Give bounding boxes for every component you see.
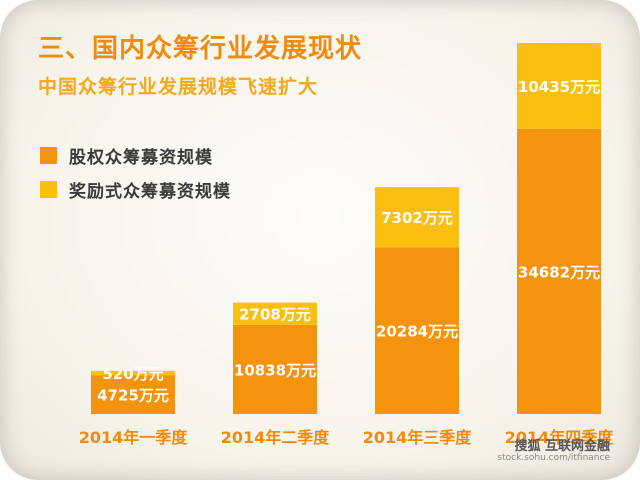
data-label-reward-2: 2708万元 <box>239 306 311 324</box>
bar-reward-3 <box>375 187 459 248</box>
source-brand: 搜狐 互联网金融 <box>514 439 610 454</box>
legend-swatch-reward <box>40 180 57 198</box>
data-label-reward-3: 7302万元 <box>381 209 453 227</box>
bar-reward-2 <box>233 302 317 325</box>
bar-equity-1 <box>91 375 175 414</box>
source-footer: 搜狐 互联网金融 stock.sohu.com/itfinance <box>497 439 610 464</box>
x-tick-label-1: 2014年一季度 <box>79 428 189 447</box>
bar-equity-4 <box>517 128 601 414</box>
data-label-equity-1: 4725万元 <box>97 387 169 405</box>
data-label-equity-3: 20284万元 <box>376 323 458 341</box>
x-tick-label-3: 2014年三季度 <box>363 428 473 447</box>
legend-swatch-equity <box>40 146 57 164</box>
data-label-reward-4: 10435万元 <box>518 78 600 96</box>
source-url: stock.sohu.com/itfinance <box>497 453 610 464</box>
bar-reward-4 <box>517 43 601 129</box>
data-label-reward-1: 520万元 <box>102 365 163 383</box>
x-tick-label-4: 2014年四季度 <box>505 428 615 447</box>
bar-reward-1 <box>91 370 175 376</box>
x-tick-label-2: 2014年二季度 <box>221 428 331 447</box>
page-title: 三、国内众筹行业发展现状 <box>38 34 363 64</box>
page-subtitle: 中国众筹行业发展规模飞速扩大 <box>38 76 319 98</box>
legend-item-reward: 奖励式众筹募资规模 <box>40 174 231 204</box>
bar-equity-2 <box>233 324 317 414</box>
legend-item-equity: 股权众筹募资规模 <box>40 140 231 170</box>
data-label-equity-4: 34682万元 <box>518 263 600 281</box>
legend-label-equity: 股权众筹募资规模 <box>69 147 213 168</box>
bar-equity-3 <box>375 247 459 414</box>
legend-label-reward: 奖励式众筹募资规模 <box>69 181 231 202</box>
data-label-equity-2: 10838万元 <box>234 361 316 379</box>
chart-legend: 股权众筹募资规模 奖励式众筹募资规模 <box>40 140 231 208</box>
